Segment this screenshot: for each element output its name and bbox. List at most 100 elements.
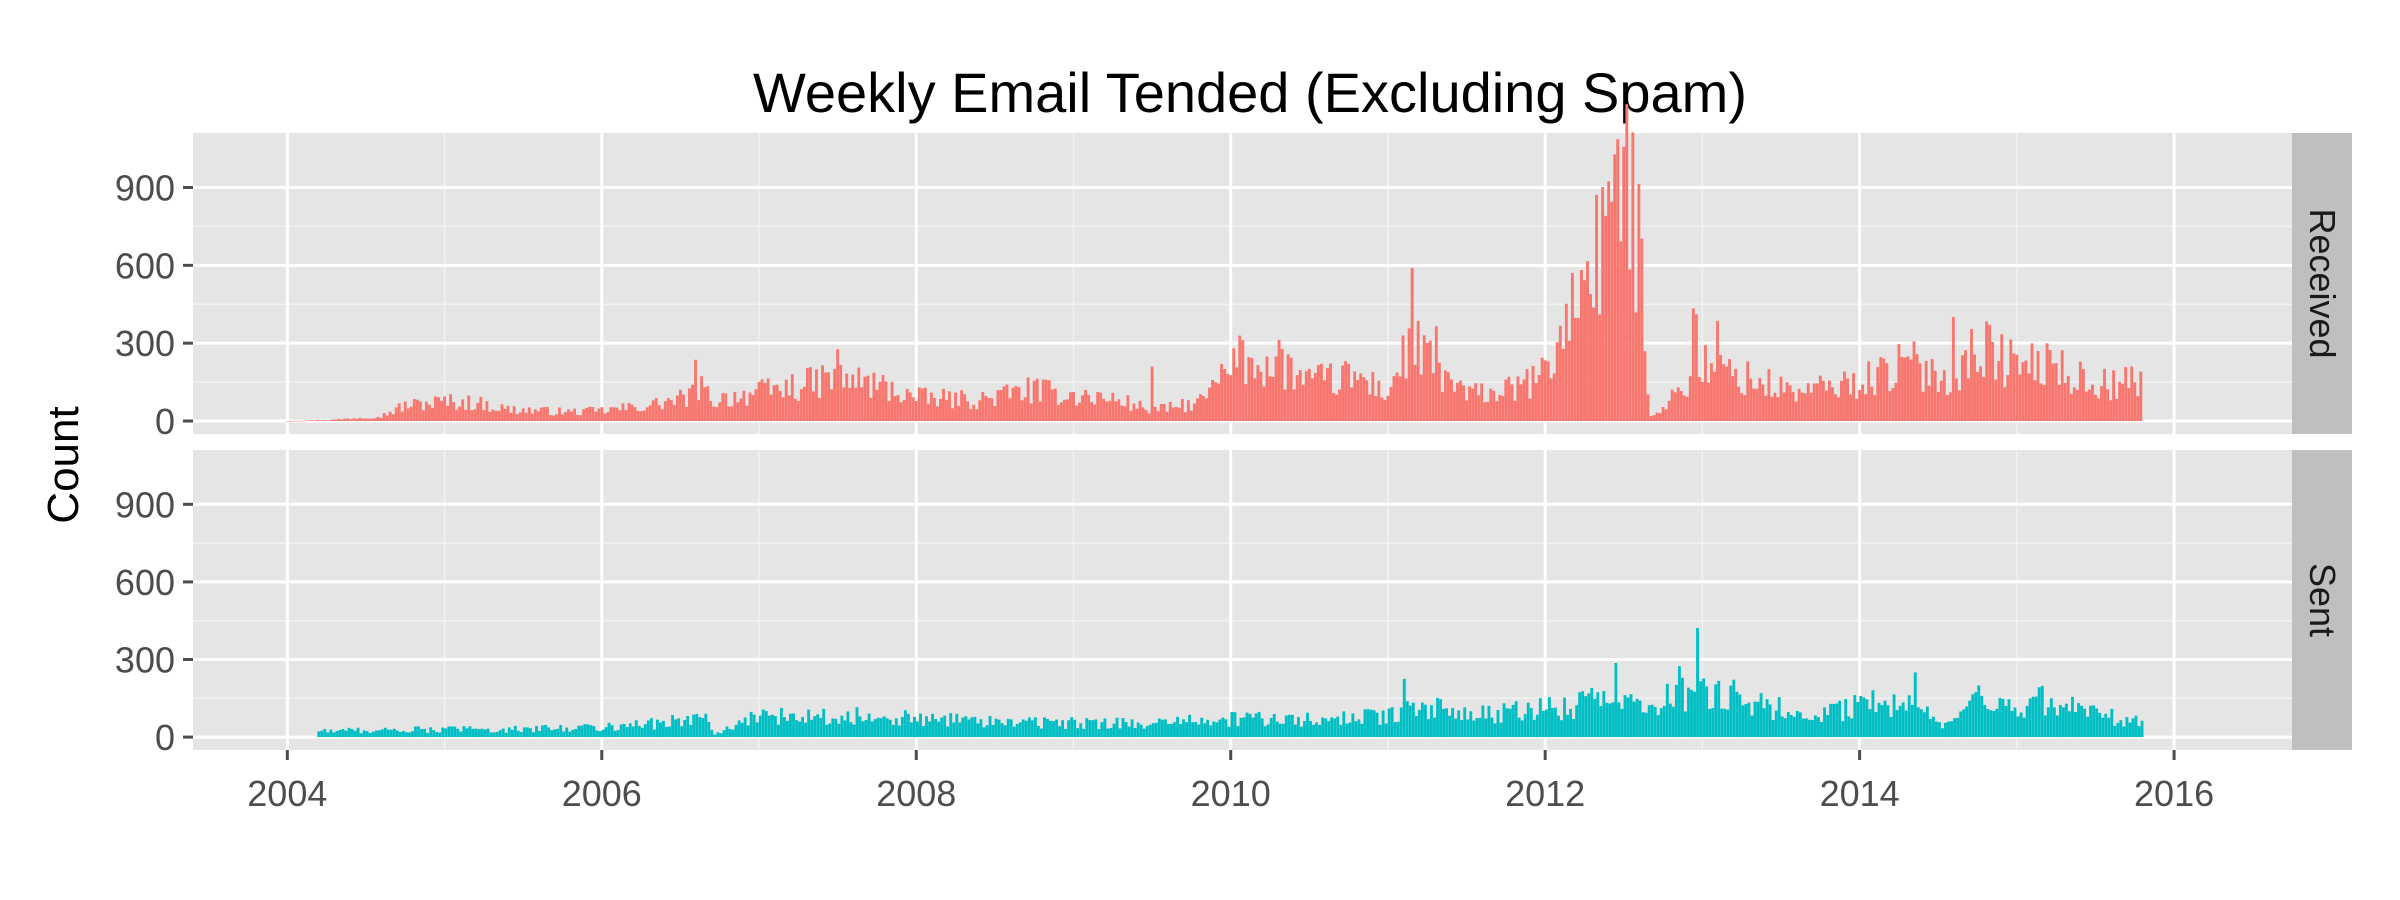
bar (398, 731, 402, 738)
bar (1436, 697, 1439, 738)
bar (1679, 391, 1683, 422)
bar (495, 731, 499, 738)
bar (1880, 705, 1884, 738)
bar (1510, 384, 1514, 422)
bar (1971, 694, 1975, 738)
bar (337, 418, 341, 422)
y-tick-label: 900 (115, 484, 175, 525)
bar (1882, 358, 1886, 422)
panel-received: 0 300 600 900 Received (115, 104, 2352, 442)
bar (1801, 718, 1805, 738)
bar (748, 392, 752, 422)
bar (1112, 723, 1116, 738)
bar (597, 408, 601, 422)
x-tick-label: 2010 (1191, 773, 1271, 814)
bar (1934, 721, 1938, 738)
bar (538, 730, 541, 738)
bar (449, 394, 453, 422)
bar (1650, 704, 1654, 738)
bar (1598, 314, 1602, 422)
bar (697, 400, 700, 422)
bar (716, 732, 720, 738)
bar (686, 715, 690, 738)
bar (615, 407, 619, 422)
bar (561, 414, 564, 422)
bar (536, 411, 540, 422)
bar (595, 730, 599, 738)
bar (2031, 696, 2035, 738)
bar (1777, 697, 1781, 738)
bar (645, 407, 649, 422)
bar (655, 719, 659, 738)
bar (1386, 395, 1390, 422)
bar (1764, 395, 1768, 422)
bar (982, 727, 986, 738)
bar (2109, 400, 2113, 422)
bar (1906, 356, 1910, 422)
bar (571, 729, 575, 738)
bar (1395, 372, 1399, 422)
bar (821, 365, 824, 422)
bar (712, 406, 716, 422)
bar (1711, 708, 1715, 738)
bar (2068, 711, 2071, 738)
bar (793, 398, 797, 422)
bar (456, 728, 460, 738)
bar (1773, 392, 1777, 422)
bar (672, 404, 676, 422)
bar (1824, 390, 1828, 422)
bar (535, 725, 538, 738)
bar (1360, 723, 1364, 738)
bar (1414, 715, 1418, 738)
bar (435, 731, 439, 738)
bar (919, 713, 922, 738)
bar (725, 726, 729, 738)
bar (1422, 335, 1426, 422)
bar (1833, 394, 1837, 422)
bar (1072, 391, 1075, 422)
bar (1688, 376, 1692, 422)
bar (455, 409, 459, 422)
bar (1924, 361, 1928, 422)
bar (1326, 368, 1329, 422)
bar (981, 392, 985, 422)
bar (752, 714, 756, 738)
bar (1090, 401, 1094, 422)
bar (556, 728, 560, 738)
bar (1809, 392, 1813, 422)
bar (1413, 364, 1417, 422)
bar (2130, 366, 2134, 422)
bar (386, 729, 390, 738)
bar (2110, 708, 2114, 738)
bar (1153, 406, 1157, 422)
bar (1233, 712, 1237, 738)
bar (1474, 383, 1478, 422)
bar (2106, 389, 2109, 422)
bar (418, 401, 422, 422)
bar (1871, 690, 1875, 738)
bar (1526, 702, 1530, 738)
bar (1378, 724, 1382, 738)
bar (2037, 687, 2041, 738)
bar (1665, 683, 1669, 738)
bar (958, 722, 962, 738)
bar (2027, 373, 2031, 422)
bar (1451, 708, 1455, 738)
bar (577, 725, 581, 738)
bar (854, 387, 858, 422)
bar (1567, 340, 1571, 422)
bar (1177, 407, 1181, 422)
bar (380, 729, 384, 738)
bar (934, 719, 938, 738)
bar (1126, 395, 1130, 422)
bar (1755, 388, 1759, 422)
bar (1741, 705, 1745, 738)
bar (1039, 728, 1043, 738)
bar (1951, 316, 1955, 422)
bar (1419, 374, 1423, 422)
bar (1865, 699, 1869, 738)
bar (1499, 722, 1503, 738)
bar (760, 379, 764, 422)
bar (1849, 394, 1852, 422)
